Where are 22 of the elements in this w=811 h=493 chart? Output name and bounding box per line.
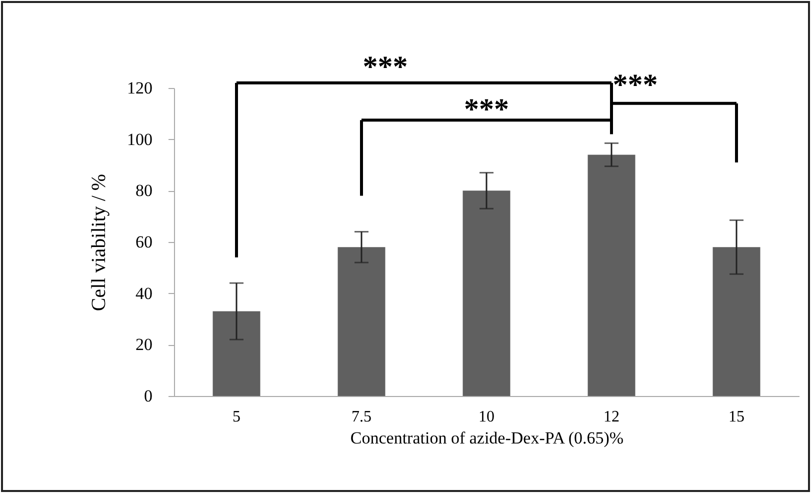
annotation: *** bbox=[464, 92, 509, 126]
y-tick-label: 20 bbox=[136, 335, 152, 354]
text: *** bbox=[362, 50, 408, 84]
y-tick-label: 40 bbox=[136, 284, 152, 303]
bar bbox=[712, 247, 760, 396]
bar bbox=[588, 154, 636, 396]
annotation: *** bbox=[612, 68, 658, 102]
x-axis-title: Concentration of azide-Dex-PA (0.65)% bbox=[350, 428, 624, 448]
y-tick-label: 120 bbox=[127, 78, 152, 98]
x-tick-label: 12 bbox=[604, 408, 620, 426]
y-tick-label: 100 bbox=[127, 130, 152, 149]
y-tick-label: 60 bbox=[136, 232, 152, 252]
y-tick-label: 0 bbox=[144, 386, 152, 406]
y-tick-label: 80 bbox=[136, 181, 152, 200]
bar bbox=[462, 190, 510, 396]
y-axis-title: Cell viability / % bbox=[88, 174, 110, 312]
x-tick-label: 10 bbox=[478, 408, 494, 426]
bar bbox=[212, 311, 260, 396]
x-tick-label: 5 bbox=[232, 408, 240, 426]
x-tick-label: 7.5 bbox=[352, 408, 372, 426]
bar bbox=[338, 247, 386, 396]
x-tick-label: 15 bbox=[728, 408, 744, 426]
